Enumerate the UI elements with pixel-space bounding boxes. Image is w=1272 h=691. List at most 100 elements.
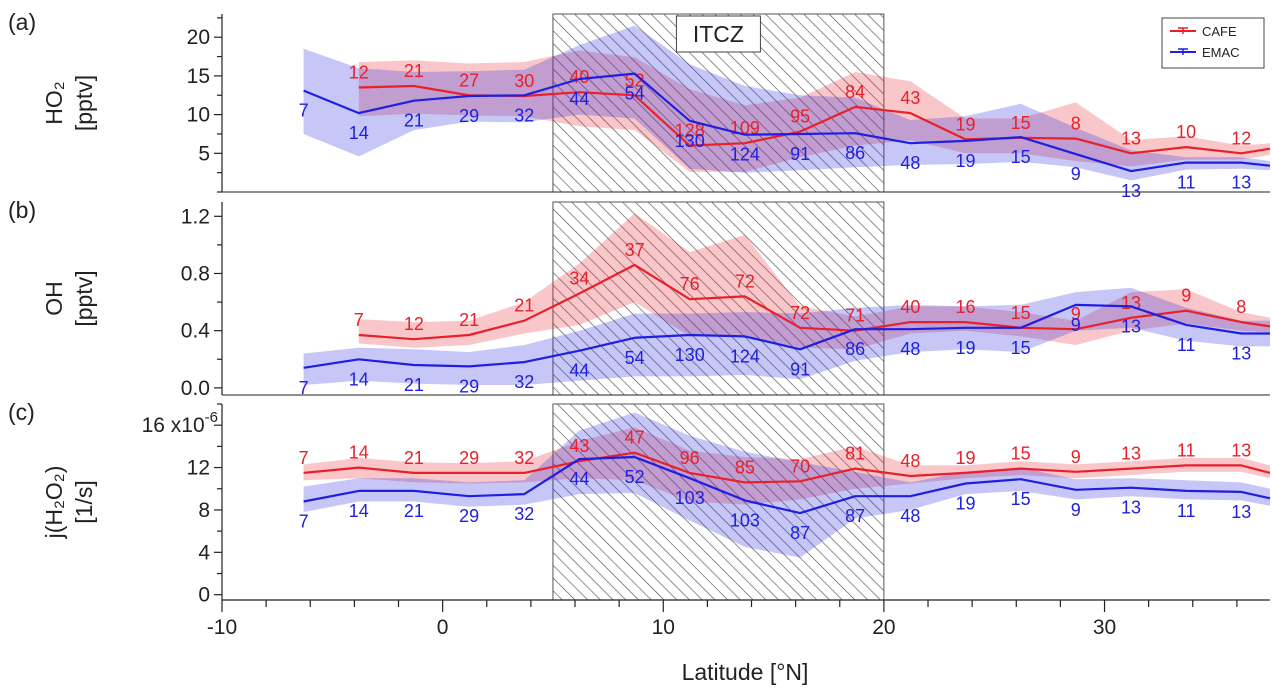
count-label-cafe: 43	[569, 436, 589, 456]
count-label-emac: 44	[569, 361, 589, 381]
y-tick-label: 15	[187, 65, 210, 88]
y-tick-label: 10	[187, 104, 210, 127]
count-label-emac: 54	[625, 348, 645, 368]
count-label-emac: 124	[730, 145, 760, 165]
count-label-emac: 11	[1177, 501, 1196, 521]
range-band-emac	[303, 412, 1271, 558]
count-label-emac: 103	[730, 510, 760, 530]
count-label-cafe: 13	[1121, 444, 1141, 464]
legend-entry-cafe: CAFE	[1170, 24, 1237, 39]
itcz-label: ITCZ	[675, 15, 761, 53]
count-label-emac: 103	[675, 488, 705, 508]
y-tick-label: 8	[198, 499, 210, 522]
count-label-cafe: 14	[349, 443, 369, 463]
count-label-emac: 29	[459, 506, 479, 526]
count-label-emac: 13	[1121, 181, 1141, 201]
count-label-cafe: 30	[514, 71, 534, 91]
count-label-emac: 14	[349, 369, 369, 389]
legend-label-emac: EMAC	[1202, 45, 1240, 60]
count-label-cafe: 15	[1011, 303, 1031, 323]
count-label-emac: 21	[404, 375, 424, 395]
count-label-emac: 11	[1177, 173, 1196, 193]
itcz-label-box	[675, 15, 761, 53]
count-label-cafe: 11	[1177, 440, 1196, 460]
y-tick-label: 0.4	[181, 320, 211, 343]
count-label-emac: 15	[1011, 489, 1031, 509]
count-label-cafe: 72	[790, 303, 810, 323]
y-tick-label: 0.8	[181, 262, 210, 285]
count-label-cafe: 13	[1121, 128, 1141, 148]
count-label-emac: 130	[675, 345, 705, 365]
count-label-cafe: 43	[900, 88, 920, 108]
count-label-emac: 48	[900, 506, 920, 526]
panel-b: 7 12 21 21 34 37 76 72 72 71 40 16 15 9 13 9 8 7 14 21 29 32 4…	[8, 197, 1271, 400]
count-label-cafe: 95	[790, 107, 810, 127]
range-band-cafe	[358, 50, 1270, 172]
count-label-cafe: 128	[675, 121, 705, 141]
count-label-cafe: 29	[459, 448, 479, 468]
count-label-emac: 32	[514, 504, 534, 524]
legend-box	[1161, 17, 1265, 69]
series-line-emac	[303, 72, 1271, 173]
range-band-emac	[303, 287, 1271, 385]
x-tick-label: 20	[872, 616, 895, 639]
x-tick-label: 10	[652, 616, 675, 639]
x-axis: -10 0 10 20 30	[207, 599, 1270, 639]
y-tick-label: 0	[198, 584, 210, 607]
count-label-cafe: 10	[1176, 122, 1196, 142]
count-label-emac: 124	[730, 346, 760, 366]
legend-entry-emac: EMAC	[1170, 45, 1240, 60]
y-axis-title: OH [pptv]	[41, 270, 97, 326]
count-label-emac: 21	[404, 501, 424, 521]
count-label-emac: 19	[955, 338, 975, 358]
legend: CAFE EMAC	[1161, 17, 1265, 69]
legend-label-cafe: CAFE	[1202, 24, 1237, 39]
range-band-cafe	[303, 427, 1271, 505]
count-label-emac: 130	[675, 131, 705, 151]
panel-label: (b)	[8, 197, 36, 223]
count-label-emac: 91	[790, 359, 810, 379]
y-tick-label: 5	[198, 142, 210, 165]
count-label-emac: 7	[299, 512, 309, 532]
count-label-cafe: 32	[514, 448, 534, 468]
count-label-emac: 13	[1231, 344, 1251, 364]
count-label-emac: 13	[1231, 502, 1251, 522]
count-label-emac: 54	[625, 84, 645, 104]
count-label-cafe: 27	[459, 70, 479, 90]
count-label-emac: 14	[349, 123, 369, 143]
count-label-cafe: 7	[299, 448, 309, 468]
count-label-emac: 87	[790, 523, 810, 543]
count-label-cafe: 15	[1011, 113, 1031, 133]
count-label-emac: 32	[514, 372, 534, 392]
count-label-cafe: 85	[735, 457, 755, 477]
count-label-cafe: 37	[625, 240, 645, 260]
count-label-cafe: 72	[735, 271, 755, 291]
count-label-cafe: 81	[845, 444, 865, 464]
count-label-cafe: 76	[680, 274, 700, 294]
series-line-cafe	[358, 263, 1271, 341]
y-tick-label: 0.0	[181, 377, 210, 400]
y-tick-label-top: 16 x10-6	[142, 409, 218, 437]
count-label-cafe: 84	[845, 82, 865, 102]
count-label-cafe: 34	[569, 269, 589, 289]
count-label-emac: 9	[1071, 500, 1081, 520]
count-label-emac: 15	[1011, 147, 1031, 167]
y-axis-title: j(H₂O₂) [1/s]	[41, 466, 97, 540]
panel-label: (c)	[8, 399, 35, 425]
count-label-cafe: 52	[625, 70, 645, 90]
count-label-cafe: 8	[1236, 297, 1246, 317]
count-label-cafe: 71	[845, 306, 865, 326]
count-label-cafe: 21	[514, 296, 534, 316]
count-label-emac: 9	[1071, 164, 1081, 184]
x-tick-label: -10	[207, 616, 237, 639]
count-label-cafe: 9	[1071, 447, 1081, 467]
count-label-emac: 48	[900, 153, 920, 173]
count-label-cafe: 12	[1231, 128, 1251, 148]
count-label-emac: 21	[404, 111, 424, 131]
count-label-cafe: 48	[900, 451, 920, 471]
count-label-cafe: 21	[404, 448, 424, 468]
count-label-emac: 19	[955, 151, 975, 171]
